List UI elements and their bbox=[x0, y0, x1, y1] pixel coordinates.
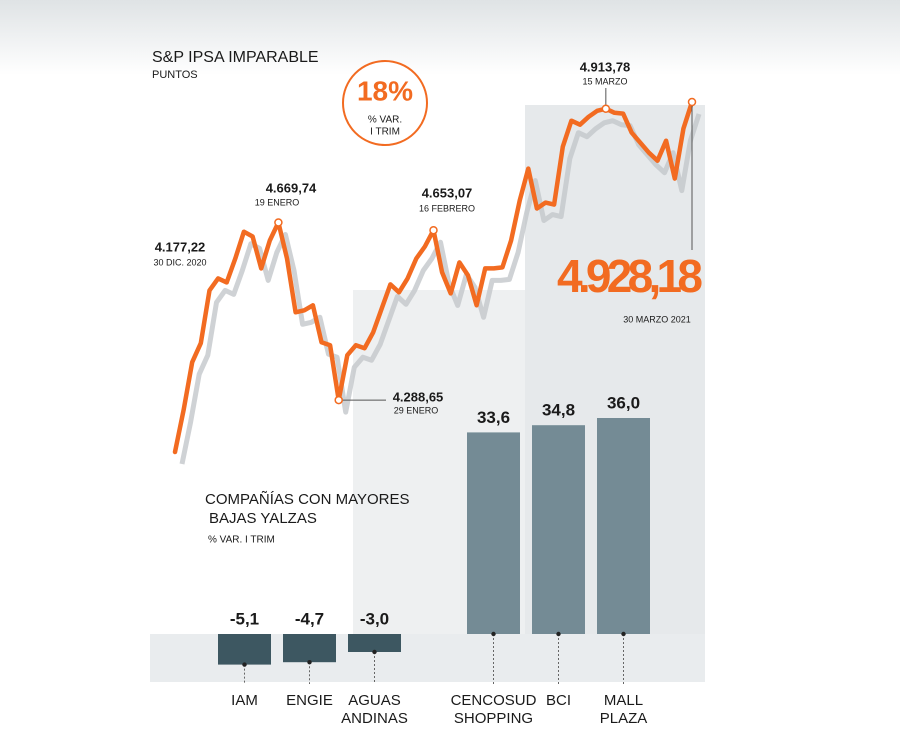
background bbox=[0, 0, 900, 75]
bar-value: -4,7 bbox=[295, 609, 324, 628]
annotation-date: 15 MARZO bbox=[582, 76, 627, 86]
badge-text: I TRIM bbox=[370, 127, 400, 138]
point-marker bbox=[274, 218, 283, 227]
bar-value: 33,6 bbox=[477, 408, 510, 427]
point-marker bbox=[429, 225, 438, 235]
bar-value: -5,1 bbox=[230, 609, 259, 628]
bar bbox=[467, 432, 520, 634]
bar-value: 36,0 bbox=[607, 393, 640, 412]
annotation-value: 4.288,65 bbox=[393, 389, 444, 404]
category-label: IAM bbox=[231, 692, 258, 709]
annotation-value: 4.653,07 bbox=[422, 185, 473, 200]
badge-value: 18% bbox=[357, 75, 413, 106]
bar-value: -3,0 bbox=[360, 609, 389, 628]
point-marker bbox=[601, 104, 611, 113]
leader-dot bbox=[621, 631, 626, 637]
bar-title: COMPAÑÍAS CON MAYORES bbox=[205, 491, 409, 508]
final-value: 4.928,18 bbox=[557, 250, 703, 302]
point-marker bbox=[687, 97, 697, 107]
category-label: CENCOSUD SHOPPING bbox=[451, 692, 537, 727]
annotation-date: 19 ENERO bbox=[255, 197, 300, 207]
bar bbox=[348, 634, 401, 652]
badge bbox=[342, 60, 428, 146]
category-label: BCI bbox=[546, 692, 571, 709]
badge-text: % VAR. bbox=[368, 115, 402, 126]
annotation-date: 30 DIC. 2020 bbox=[153, 257, 206, 267]
annotation-value: 4.913,78 bbox=[580, 59, 631, 74]
annotation-date: 30 MARZO 2021 bbox=[623, 314, 691, 324]
leader-dot bbox=[372, 649, 377, 655]
bar bbox=[283, 634, 336, 663]
bar bbox=[597, 418, 650, 634]
leader-dot bbox=[556, 631, 561, 637]
bar bbox=[218, 634, 271, 665]
annotation-date: 16 FEBRERO bbox=[419, 203, 475, 213]
category-label: AGUAS ANDINAS bbox=[341, 692, 408, 727]
point-marker bbox=[334, 395, 343, 405]
category-label: MALL PLAZA bbox=[600, 692, 648, 727]
bar-title: BAJAS YALZAS bbox=[209, 510, 317, 527]
leader-dot bbox=[491, 631, 496, 637]
line-shadow bbox=[179, 113, 702, 465]
leader-dot bbox=[242, 662, 247, 667]
leader-dot bbox=[307, 660, 312, 665]
bar-subtitle: % VAR. I TRIM bbox=[208, 535, 275, 546]
category-label: ENGIE bbox=[286, 692, 333, 709]
annotation-value: 4.177,22 bbox=[155, 239, 206, 254]
chart-title: S&P IPSA IMPARABLE bbox=[152, 49, 319, 66]
bar-value: 34,8 bbox=[542, 401, 575, 420]
annotation-date: 29 ENERO bbox=[394, 405, 439, 415]
annotation-value: 4.669,74 bbox=[266, 180, 317, 195]
chart-subtitle: PUNTOS bbox=[152, 69, 198, 81]
bar bbox=[532, 425, 585, 634]
